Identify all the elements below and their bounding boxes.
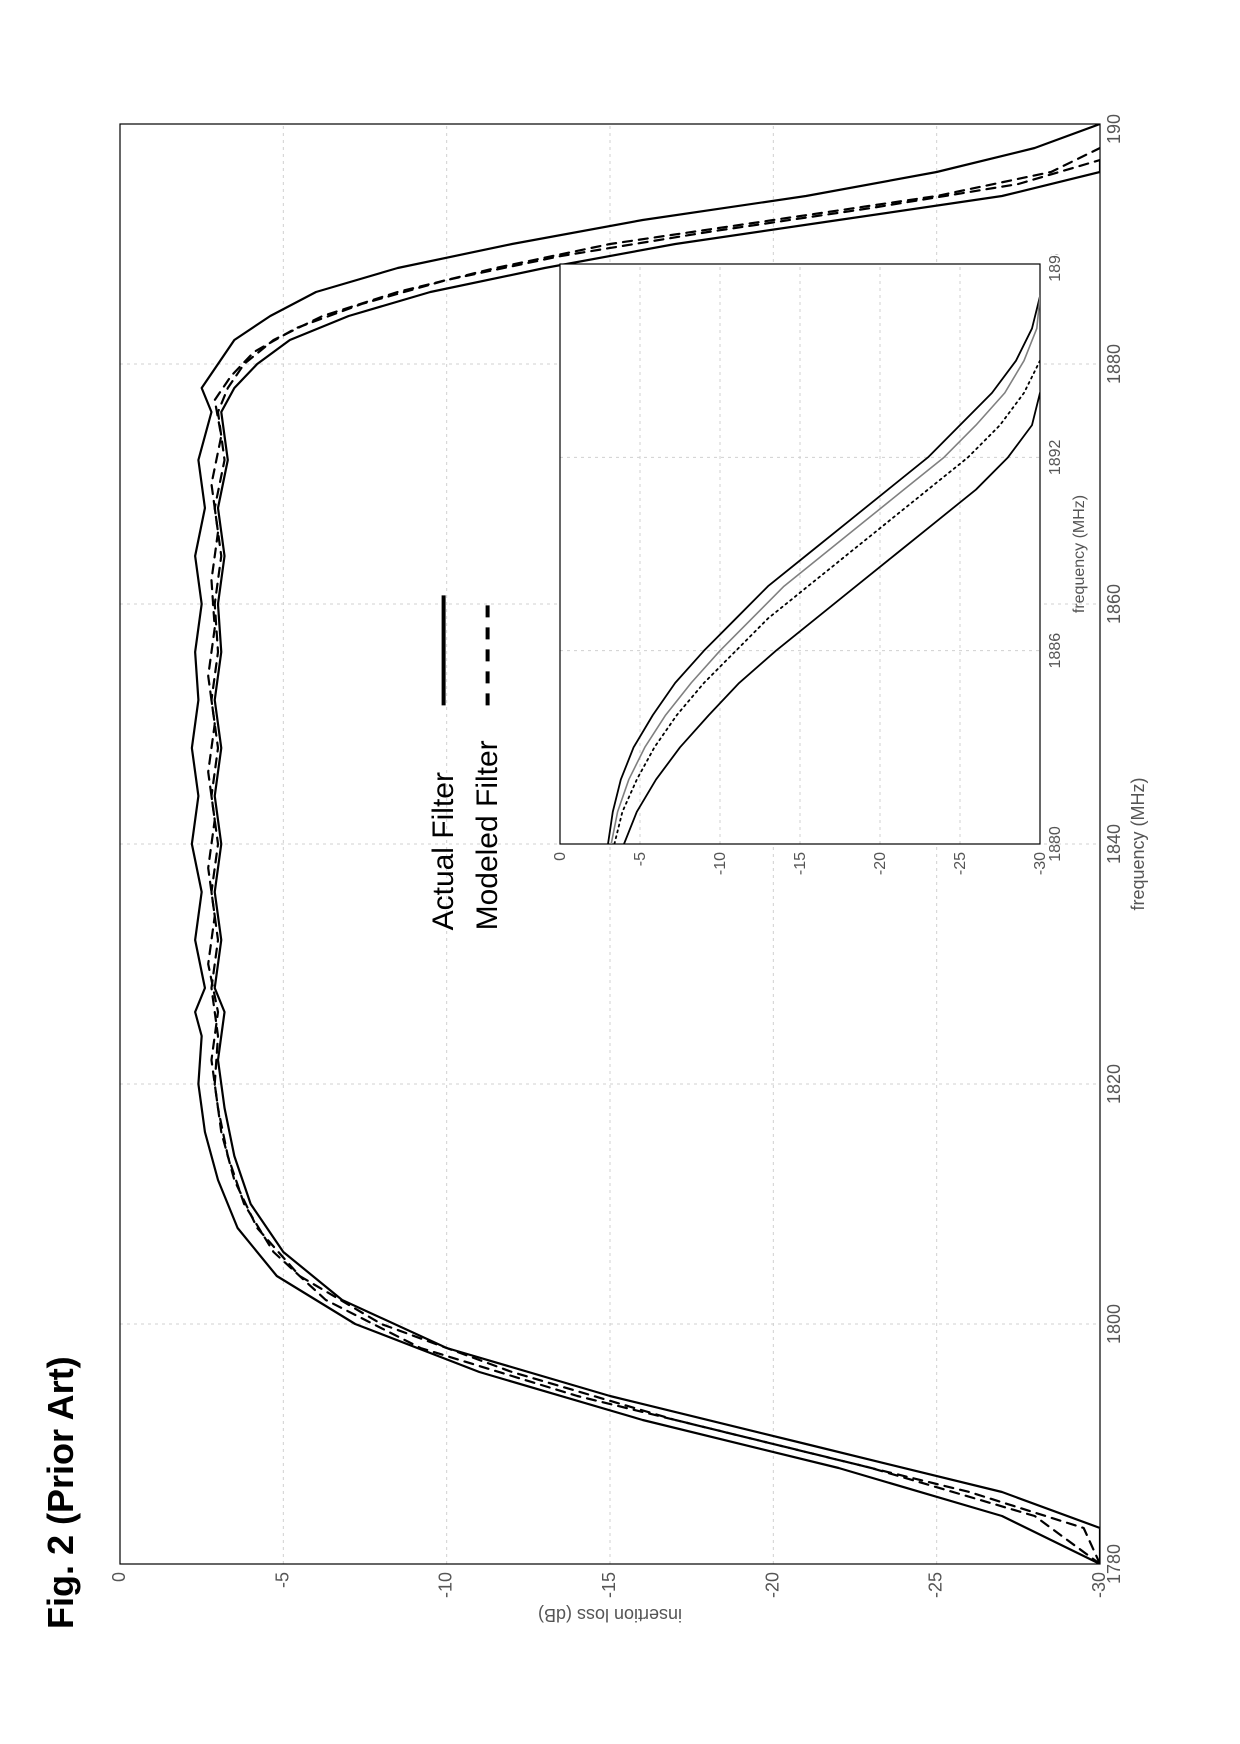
inset-chart: 1880 1886 1892 1898 -30 -25 -20 -15 -10 -5 0 freque… [550, 254, 1095, 904]
svg-text:-15: -15 [792, 852, 809, 875]
svg-text:1840: 1840 [1104, 824, 1124, 864]
svg-text:-5: -5 [632, 852, 649, 866]
svg-text:-30: -30 [1032, 852, 1049, 875]
svg-text:-10: -10 [436, 1572, 456, 1598]
svg-text:1860: 1860 [1104, 584, 1124, 624]
svg-text:1800: 1800 [1104, 1304, 1124, 1344]
svg-text:-30: -30 [1089, 1572, 1109, 1598]
svg-text:-20: -20 [872, 852, 889, 875]
svg-text:0: 0 [552, 852, 569, 861]
svg-text:1898: 1898 [1047, 254, 1064, 282]
legend-label: Actual Filter [427, 772, 460, 930]
svg-text:0: 0 [110, 1572, 129, 1582]
svg-text:-25: -25 [952, 852, 969, 875]
svg-text:1900: 1900 [1104, 114, 1124, 144]
svg-text:-15: -15 [599, 1572, 619, 1598]
svg-text:1892: 1892 [1047, 439, 1064, 475]
svg-text:-5: -5 [272, 1572, 292, 1588]
svg-text:-10: -10 [712, 852, 729, 875]
figure-title: Fig. 2 (Prior Art) [40, 1356, 82, 1629]
x-axis-label: frequency (MHz) [1071, 495, 1088, 613]
svg-text:1880: 1880 [1047, 826, 1064, 862]
legend-label: Modeled Filter [471, 740, 504, 930]
svg-text:1880: 1880 [1104, 344, 1124, 384]
svg-text:1886: 1886 [1047, 633, 1064, 669]
x-axis-label: frequency (MHz) [1128, 777, 1148, 910]
svg-text:1820: 1820 [1104, 1064, 1124, 1104]
svg-text:-25: -25 [926, 1572, 946, 1598]
y-axis-label: insertion loss (dB) [538, 1605, 682, 1624]
svg-text:-20: -20 [762, 1572, 782, 1598]
